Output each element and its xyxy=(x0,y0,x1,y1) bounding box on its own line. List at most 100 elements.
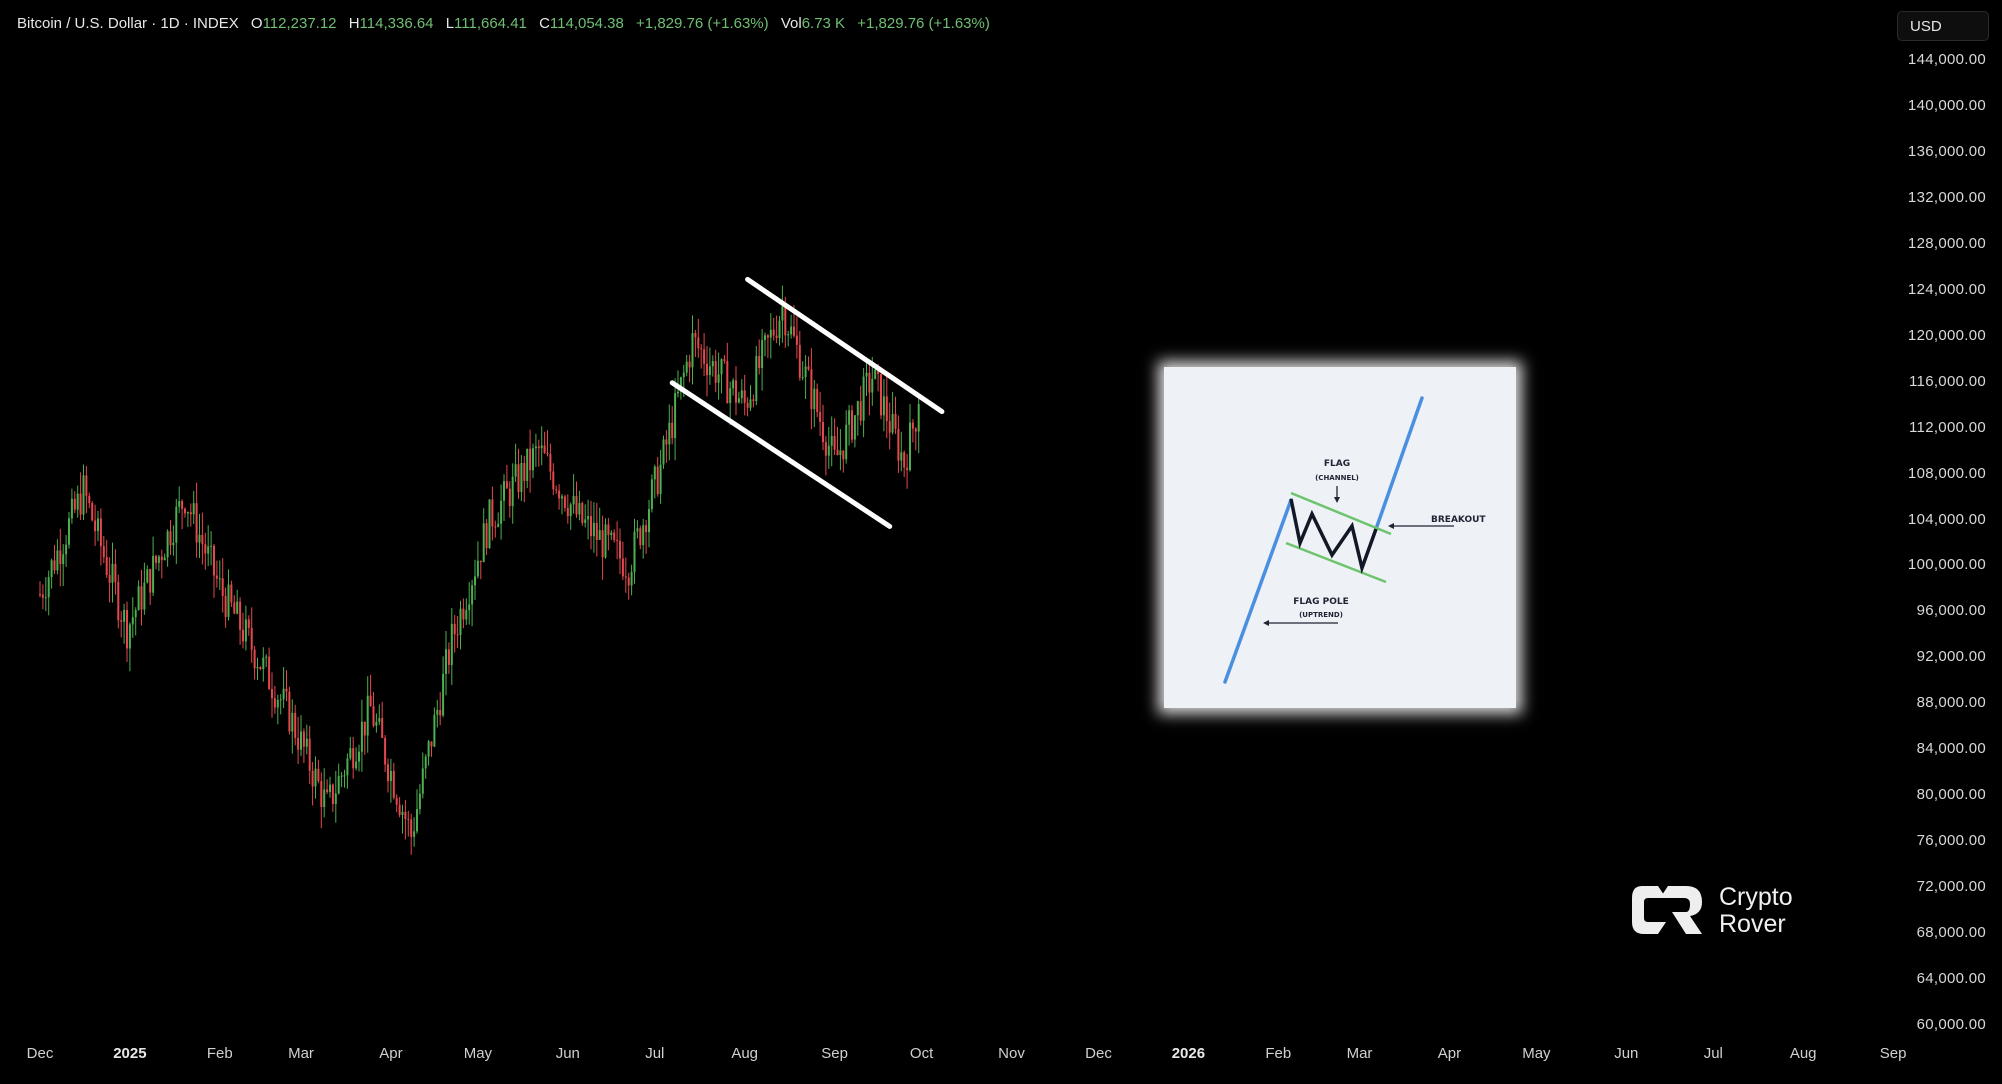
candle-body xyxy=(181,501,184,509)
uptrend-label: (UPTREND) xyxy=(1299,611,1343,619)
candle-body xyxy=(445,649,447,674)
flag-zigzag xyxy=(1289,498,1378,575)
candle-body xyxy=(868,372,871,393)
price-tick: 116,000.00 xyxy=(1909,372,1986,390)
time-tick: Sep xyxy=(1879,1045,1907,1062)
candle-body xyxy=(726,360,729,404)
symbol-title: Bitcoin / U.S. Dollar · 1D · INDEX xyxy=(17,15,239,32)
candle-body xyxy=(105,557,108,575)
crypto-rover-logo-icon xyxy=(1632,886,1702,934)
candle-body xyxy=(126,609,128,649)
candle-body xyxy=(665,439,668,445)
candle-body xyxy=(903,452,906,468)
candle-body xyxy=(50,560,53,578)
candle-body xyxy=(723,359,726,361)
candle-body xyxy=(755,356,758,402)
candle-body xyxy=(575,495,578,515)
flag-label: FLAG xyxy=(1324,459,1350,469)
candle-body xyxy=(491,499,494,527)
candle-body xyxy=(253,649,256,669)
candle-body xyxy=(616,539,619,541)
candle-body xyxy=(830,435,833,446)
candle-body xyxy=(450,623,453,666)
close-value: 114,054.38 xyxy=(549,15,624,32)
candle-body xyxy=(740,390,743,399)
candle-body xyxy=(703,349,706,364)
candle-body xyxy=(268,656,271,690)
candle-body xyxy=(598,530,601,540)
candle-body xyxy=(41,594,44,598)
candle-body xyxy=(230,584,233,603)
candle-body xyxy=(827,445,830,456)
candle-body xyxy=(331,784,334,805)
candle-body xyxy=(308,738,311,771)
time-tick: May xyxy=(1522,1045,1551,1062)
candle-body xyxy=(853,415,856,440)
candle-body xyxy=(737,398,740,403)
candle-body xyxy=(314,768,317,787)
candle-body xyxy=(888,421,891,433)
channel-line-lower[interactable] xyxy=(669,380,893,529)
candle-body xyxy=(911,422,914,429)
candle-body xyxy=(210,545,213,547)
candle-body xyxy=(688,361,691,368)
candle-body xyxy=(537,446,540,449)
candle-body xyxy=(73,498,76,510)
candle-body xyxy=(897,428,900,461)
candle-body xyxy=(186,512,189,514)
candle-body xyxy=(775,335,778,339)
candle-body xyxy=(123,609,126,622)
candle-body xyxy=(613,532,616,540)
candle-body xyxy=(134,610,137,618)
candle-body xyxy=(384,737,387,765)
candle-body xyxy=(601,530,604,558)
candle-body xyxy=(679,377,682,392)
candle-body xyxy=(372,706,375,726)
candle-body xyxy=(413,831,416,837)
candle-body xyxy=(784,306,787,336)
candle-body xyxy=(526,448,529,481)
candle-body xyxy=(865,372,868,377)
candle-body xyxy=(363,721,366,736)
candle-body xyxy=(517,464,520,493)
candle-body xyxy=(108,574,111,583)
candle-body xyxy=(349,748,352,759)
candle-body xyxy=(47,577,50,598)
price-tick: 108,000.00 xyxy=(1907,464,1986,482)
candle-body xyxy=(708,366,711,376)
candle-body xyxy=(462,608,465,620)
channel-line-upper[interactable] xyxy=(745,276,945,415)
time-tick: Mar xyxy=(288,1045,314,1062)
price-tick: 64,000.00 xyxy=(1916,970,1986,988)
candle-body xyxy=(476,560,479,577)
price-tick: 136,000.00 xyxy=(1907,142,1986,160)
candle-body xyxy=(163,557,166,561)
candle-body xyxy=(407,818,410,820)
candle-body xyxy=(833,435,836,450)
candle-body xyxy=(311,770,314,787)
candle-body xyxy=(436,710,439,715)
change-value: +1,829.76 (+1.63%) xyxy=(636,15,769,32)
candle-body xyxy=(366,695,369,736)
candle-body xyxy=(375,721,378,726)
time-tick: May xyxy=(463,1045,493,1062)
candle-body xyxy=(819,412,822,422)
candle-body xyxy=(677,391,679,394)
candle-body xyxy=(128,624,131,649)
candle-body xyxy=(862,376,865,421)
candle-body xyxy=(691,333,694,368)
candle-body xyxy=(758,356,761,369)
candle-body xyxy=(239,601,242,630)
candle-body xyxy=(488,499,491,549)
candle-body xyxy=(494,526,497,528)
candle-body xyxy=(836,449,839,456)
candle-body xyxy=(581,503,584,523)
candle-body xyxy=(160,556,163,561)
candle-body xyxy=(781,306,784,321)
candle-body xyxy=(824,442,827,456)
currency-button[interactable]: USD xyxy=(1897,11,1989,41)
candle-body xyxy=(410,819,413,837)
price-tick: 104,000.00 xyxy=(1907,510,1986,528)
candle-body xyxy=(532,448,534,471)
